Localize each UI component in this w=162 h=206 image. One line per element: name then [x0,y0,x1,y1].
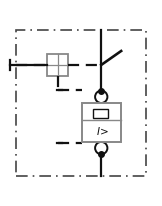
Bar [93,109,108,118]
Bar [47,54,68,76]
Bar [16,30,146,176]
Text: $I\!>$: $I\!>$ [96,125,109,137]
Bar [82,103,121,142]
